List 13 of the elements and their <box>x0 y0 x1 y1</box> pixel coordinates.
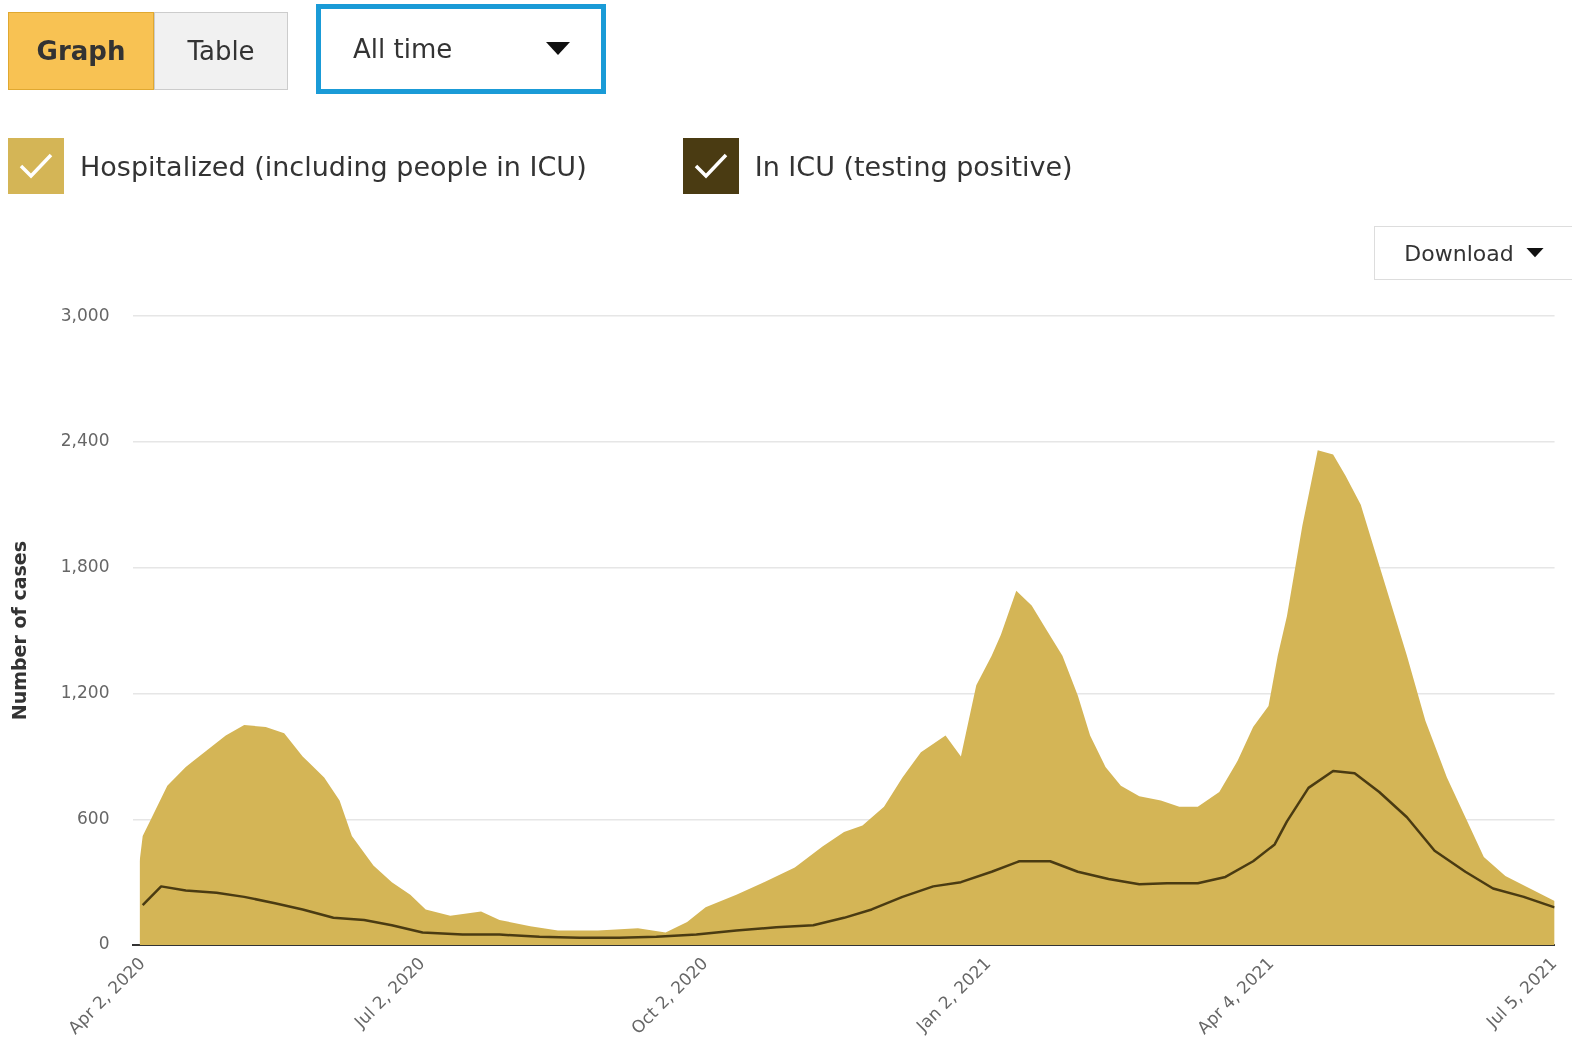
y-tick-label: 600 <box>77 807 110 828</box>
text: Graph <box>36 36 126 66</box>
text: All time <box>353 34 453 64</box>
y-tick-label: 1,200 <box>60 681 110 702</box>
text: Table <box>187 36 255 66</box>
y-tick-label: 2,400 <box>60 430 110 451</box>
y-tick-label: 1,800 <box>60 556 110 577</box>
y-axis-title: Number of cases <box>8 541 31 721</box>
text: Download <box>1404 240 1514 266</box>
legend-label: Hospitalized (including people in ICU) <box>80 150 587 182</box>
legend-label: In ICU (testing positive) <box>754 150 1073 182</box>
y-tick-label: 0 <box>98 933 110 954</box>
y-tick-label: 3,000 <box>60 304 110 325</box>
